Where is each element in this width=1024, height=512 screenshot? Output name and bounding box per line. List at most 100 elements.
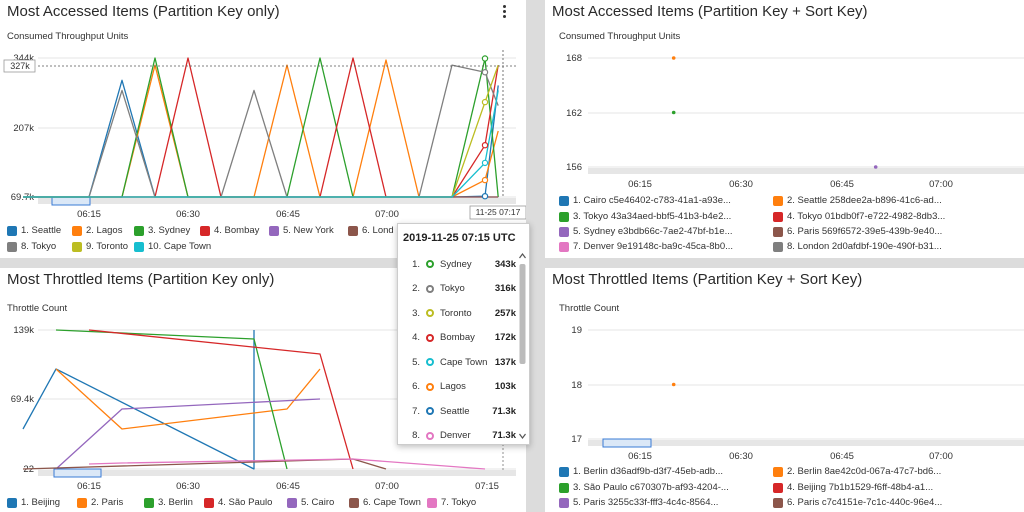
- hover-tooltip: 2019-11-25 07:15 UTC 1. Sydney 343k 2. Tokyo…: [397, 223, 530, 445]
- tooltip-row: 7. Seattle 71.3k: [398, 401, 516, 421]
- data-point: [671, 56, 676, 60]
- x-tick-label: 07:00: [375, 481, 399, 492]
- x-tick-label: 06:30: [176, 209, 200, 220]
- series-line: [23, 64, 499, 198]
- legend-item[interactable]: 4. São Paulo: [204, 497, 272, 508]
- legend-item[interactable]: 8. London 2d0afdbf-190e-490f-b31...: [773, 241, 942, 252]
- tooltip-value: 103k: [494, 381, 516, 392]
- y-axis-label: Consumed Throughput Units: [559, 31, 681, 42]
- tooltip-value: 137k: [494, 356, 516, 368]
- tooltip-rank: 7.: [412, 405, 420, 417]
- legend-label: 3. São Paulo c670307b-af93-4204-...: [573, 482, 729, 493]
- series-line: [55, 398, 321, 470]
- legend-item[interactable]: 3. Sydney: [134, 225, 190, 236]
- y-tick-label: 19: [571, 325, 582, 336]
- legend-swatch: [204, 497, 214, 508]
- x-axis-bar: [38, 198, 516, 204]
- x-tick-label: 07:00: [929, 451, 953, 462]
- data-point: [873, 165, 878, 169]
- legend-item[interactable]: 4. Beijing 7b1b1529-f6ff-48b4-a1...: [773, 482, 933, 493]
- legend-item[interactable]: 7. Denver 9e19148c-ba9c-45ca-8b0...: [559, 241, 733, 252]
- legend-swatch: [559, 497, 569, 508]
- legend-label: 1. Berlin d36adf9b-d3f7-45eb-adb...: [573, 466, 723, 477]
- series-line: [88, 329, 354, 470]
- tooltip-series-name: Seattle: [440, 405, 470, 417]
- tooltip-series-name: Bombay: [440, 332, 475, 343]
- legend-item[interactable]: 2. Paris: [77, 497, 123, 508]
- legend-label: 3. Berlin: [158, 497, 193, 508]
- chart-accessed-sortkey[interactable]: 168 162 156 06:15 06:30 06:45 07:00: [545, 0, 1024, 258]
- y-tick-label: 22: [23, 464, 34, 475]
- legend-item[interactable]: 5. Cairo: [287, 497, 334, 508]
- legend-label: 10. Cape Town: [148, 241, 212, 252]
- legend-item[interactable]: 1. Beijing: [7, 497, 60, 508]
- y-axis-label: Throttle Count: [7, 303, 68, 314]
- legend-item[interactable]: 1. Berlin d36adf9b-d3f7-45eb-adb...: [559, 466, 723, 477]
- legend-swatch: [559, 211, 569, 222]
- data-point: [671, 382, 676, 387]
- chart-throttled-sortkey[interactable]: 19 18 17 06:15 06:30 06:45 07:00: [545, 268, 1024, 512]
- x-tick-label: 06:30: [729, 179, 753, 190]
- legend-item[interactable]: 6. Paris 569f6572-39e5-439b-9e40...: [773, 226, 942, 237]
- legend-item[interactable]: 2. Lagos: [72, 225, 122, 236]
- legend-label: 2. Lagos: [86, 225, 123, 236]
- legend-label: 4. Bombay: [214, 225, 260, 236]
- legend-item[interactable]: 4. Bombay: [200, 225, 259, 236]
- legend-item[interactable]: 7. Tokyo: [427, 497, 476, 508]
- legend-item[interactable]: 5. Paris 3255c33f-fff3-4c4c-8564...: [559, 497, 718, 508]
- tooltip-series-name: Denver: [440, 430, 471, 441]
- legend-swatch: [72, 241, 82, 252]
- data-point: [671, 110, 676, 115]
- tooltip-rank: 5.: [412, 356, 420, 368]
- legend-label: 5. New York: [283, 225, 334, 236]
- x-tick-label: 07:00: [375, 209, 399, 220]
- legend-item[interactable]: 4. Tokyo 01bdb0f7-e722-4982-8db3...: [773, 211, 945, 222]
- legend-item[interactable]: 2. Berlin 8ae42c0d-067a-47c7-bd6...: [773, 466, 941, 477]
- hover-point: [481, 159, 489, 167]
- crosshair-y-value: 327k: [10, 61, 30, 71]
- legend-item[interactable]: 3. Tokyo 43a34aed-bbf5-41b3-b4e2...: [559, 211, 731, 222]
- legend-item[interactable]: 1. Cairo c5e46402-c783-41a1-a93e...: [559, 195, 731, 206]
- x-tick-label: 06:15: [628, 179, 652, 190]
- tooltip-rank: 8.: [412, 430, 420, 441]
- legend-swatch: [348, 225, 358, 236]
- legend-label: 5. Cairo: [301, 497, 335, 508]
- legend-item[interactable]: 5. Sydney e3bdb66c-7ae2-47bf-b1e...: [559, 226, 733, 237]
- y-tick-label: 69.7k: [11, 192, 34, 203]
- legend-item[interactable]: 8. Tokyo: [7, 241, 56, 252]
- legend: 1. Beijing 2. Paris 3. Berlin 4. São Paulo 5…: [7, 497, 522, 511]
- legend-swatch: [773, 497, 783, 508]
- legend-label: 6. Cape Town: [363, 497, 421, 508]
- legend-item[interactable]: 1. Seattle: [7, 225, 61, 236]
- legend-label: 3. Tokyo 43a34aed-bbf5-41b3-b4e2...: [573, 211, 732, 222]
- hover-point: [481, 68, 489, 76]
- legend-item[interactable]: 6. Lond: [348, 225, 394, 236]
- legend-item[interactable]: 6. Paris c7c4151e-7c1c-440c-96e4...: [773, 497, 942, 508]
- legend-item[interactable]: 9. Toronto: [72, 241, 128, 252]
- tooltip-rank: 1.: [412, 258, 420, 270]
- legend-item[interactable]: 10. Cape Town: [134, 241, 211, 252]
- legend-item[interactable]: 6. Cape Town: [349, 497, 421, 508]
- legend-item[interactable]: 3. Berlin: [144, 497, 193, 508]
- tooltip-row: 5. Cape Town 137k: [398, 352, 516, 372]
- legend-item[interactable]: 2. Seattle 258dee2a-b896-41c6-ad...: [773, 195, 942, 206]
- tooltip-rank: 6.: [412, 381, 420, 392]
- legend-swatch: [7, 241, 17, 252]
- chart-throttled-partition[interactable]: 139k 69.4k 22 06:15 06:30 06:45 07:00 07:15: [0, 268, 526, 512]
- legend-item[interactable]: 5. New York: [269, 225, 334, 236]
- chart-accessed-partition[interactable]: 344k 207k 69.7k 06:15 06:30 06:45 07:00 327k 11-…: [0, 0, 526, 258]
- series-marker-icon: [426, 358, 434, 366]
- legend-item[interactable]: 3. São Paulo c670307b-af93-4204-...: [559, 482, 729, 493]
- legend-label: 6. Lond: [362, 225, 394, 236]
- legend-swatch: [72, 225, 82, 236]
- tooltip-scrollbar[interactable]: [518, 252, 527, 440]
- y-tick-label: 168: [566, 53, 582, 64]
- crosshair-y-box: [3, 59, 36, 73]
- x-tick-label: 06:30: [176, 481, 200, 492]
- tooltip-value: 172k: [494, 332, 516, 343]
- legend-swatch: [269, 225, 279, 236]
- panel-throttled-sortkey: Most Throttled Items (Partition Key + So…: [545, 268, 1024, 512]
- series-marker-icon: [426, 382, 434, 391]
- more-options-icon[interactable]: [502, 5, 508, 21]
- legend-swatch: [559, 226, 569, 237]
